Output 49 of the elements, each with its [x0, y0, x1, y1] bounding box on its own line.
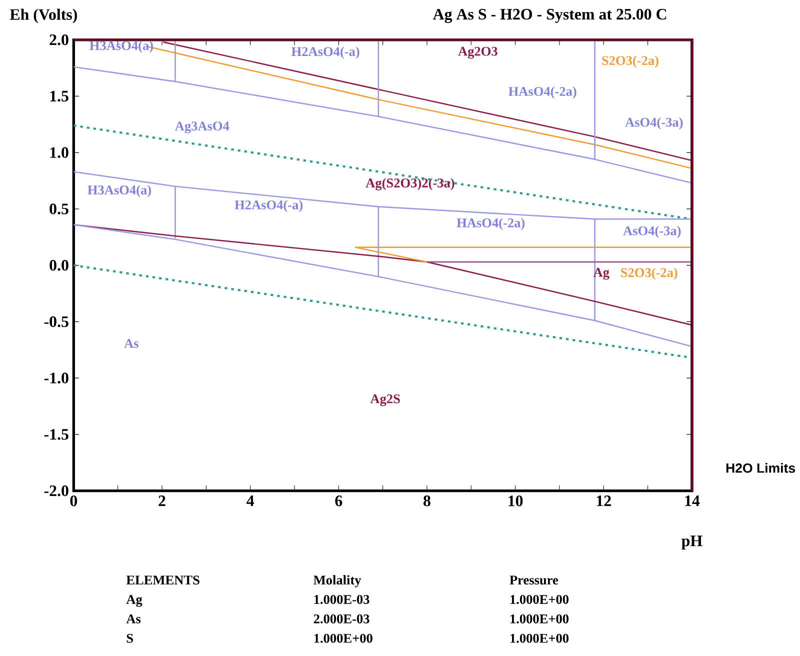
- y-tick-label: 2.0: [50, 34, 68, 46]
- x-tick-label: 8: [424, 495, 430, 506]
- annotation: Ag(S2O3)2(-3a): [366, 178, 454, 190]
- annotation: H2AsO4(-a): [234, 200, 303, 212]
- x-tick-label: 6: [335, 495, 342, 506]
- annotation: AsO4(-3a): [623, 226, 681, 238]
- y-axis-title: Eh (Volts): [10, 8, 77, 24]
- annotation: As: [124, 338, 138, 348]
- annotation: H2AsO4(-a): [292, 46, 360, 59]
- annotation: H3AsO4(a): [88, 185, 151, 198]
- y-tick-label: 0.0: [50, 260, 68, 271]
- text: 2.000E-03: [314, 614, 370, 624]
- annotation: AsO4(-3a): [625, 117, 683, 130]
- y-tick-label: 0.5: [50, 203, 68, 214]
- y-tick-label: -0.5: [44, 316, 68, 328]
- text: Molality: [314, 575, 362, 588]
- text: ELEMENTS: [126, 576, 200, 584]
- y-tick-label: 1.0: [50, 147, 68, 158]
- text: 1.000E+00: [510, 614, 569, 624]
- y-tick-label: -1.5: [44, 429, 68, 440]
- y-tick-label: 1.5: [50, 90, 68, 102]
- text: H2O Limits: [726, 463, 796, 473]
- text: 1.000E+00: [510, 594, 569, 604]
- x-tick-label: 2: [158, 495, 166, 506]
- text: 1.000E-03: [314, 594, 370, 604]
- annotation: Ag: [593, 268, 610, 280]
- chart-title: Ag As S - H2O - System at 25.00 C: [432, 8, 666, 23]
- x-tick-label: 0: [70, 495, 78, 506]
- annotation: HAsO4(-2a): [456, 218, 525, 230]
- text: 1.000E+00: [314, 634, 372, 643]
- annotation: S2O3(-2a): [602, 56, 658, 68]
- annotation: Ag2S: [370, 394, 400, 406]
- text: S: [126, 634, 133, 643]
- text: As: [126, 614, 141, 624]
- annotation: H3AsO4(a): [90, 40, 153, 53]
- x-tick-label: 10: [508, 495, 523, 506]
- x-axis-title: pH: [682, 536, 702, 550]
- y-tick-label: -1.0: [44, 372, 68, 384]
- x-tick-label: 12: [596, 495, 611, 506]
- x-tick-label: 14: [685, 495, 700, 506]
- annotation: Ag2O3: [458, 46, 498, 59]
- text: 1.000E+00: [510, 634, 569, 643]
- y-tick-label: -2.0: [44, 485, 68, 496]
- annotation: HAsO4(-2a): [508, 86, 576, 99]
- text: Ag: [126, 595, 142, 607]
- x-tick-label: 4: [246, 495, 254, 506]
- text: Pressure: [510, 576, 558, 585]
- annotation: Ag3AsO4: [174, 122, 230, 134]
- annotation: S2O3(-2a): [621, 268, 678, 280]
